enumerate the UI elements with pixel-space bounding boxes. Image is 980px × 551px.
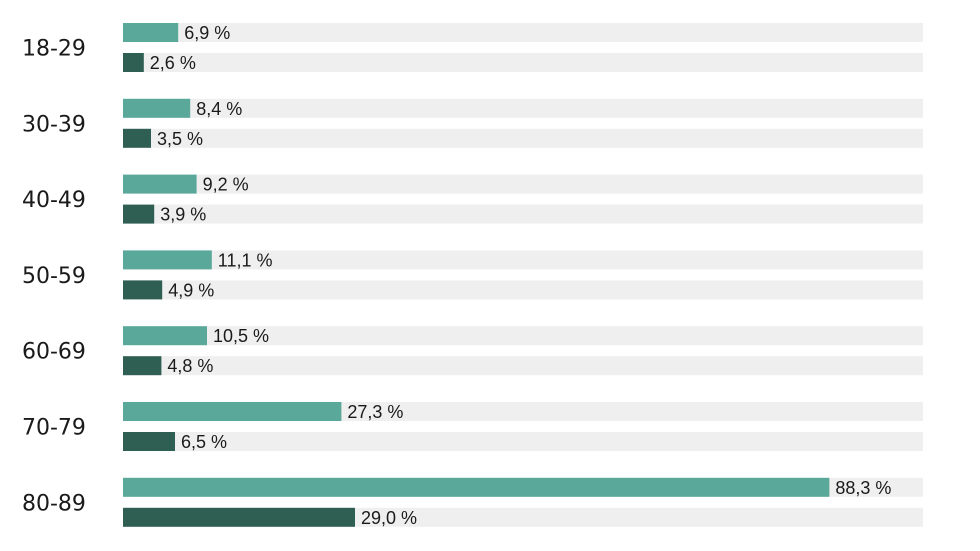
bar-track bbox=[123, 53, 923, 72]
value-label: 10,5 % bbox=[213, 326, 269, 346]
category-label: 80-89 bbox=[22, 491, 86, 516]
bar-track bbox=[123, 356, 923, 376]
bar-track bbox=[123, 250, 923, 270]
bar-track bbox=[123, 204, 923, 224]
value-label: 29,0 % bbox=[361, 508, 417, 528]
category-group: 80-89 88,3 % 29,0 % bbox=[22, 477, 923, 528]
category-label: 70-79 bbox=[22, 416, 86, 441]
bar bbox=[123, 280, 163, 300]
bar-track bbox=[123, 280, 923, 300]
category-group: 60-69 10,5 %4,8 % bbox=[22, 326, 923, 376]
bar-track bbox=[123, 326, 923, 346]
bar bbox=[123, 507, 355, 527]
category-label: 18-29 bbox=[22, 37, 86, 62]
bar bbox=[123, 432, 175, 451]
value-label: 8,4 % bbox=[196, 99, 242, 119]
bar bbox=[123, 23, 179, 42]
category-label: 60-69 bbox=[22, 340, 86, 365]
value-label: 27,3 % bbox=[347, 402, 403, 422]
bar bbox=[123, 174, 197, 194]
bar-track bbox=[123, 432, 923, 451]
category-group: 70-79 27,3 % 6,5 % bbox=[22, 402, 923, 452]
bar bbox=[123, 128, 151, 148]
category-label: 40-49 bbox=[22, 188, 86, 213]
bar-track bbox=[123, 23, 923, 42]
bar bbox=[123, 477, 830, 497]
value-label: 4,8 % bbox=[167, 356, 213, 376]
bar-track bbox=[123, 98, 923, 118]
value-label: 6,5 % bbox=[181, 432, 227, 452]
bar bbox=[123, 326, 207, 346]
value-label: 88,3 % bbox=[835, 478, 891, 498]
bar-track bbox=[123, 174, 923, 194]
value-label: 6,9 % bbox=[184, 23, 230, 43]
category-label: 30-39 bbox=[22, 112, 86, 137]
value-label: 11,1 % bbox=[218, 250, 273, 270]
bar bbox=[123, 53, 144, 72]
value-label: 3,9 % bbox=[160, 205, 206, 225]
bar bbox=[123, 204, 155, 224]
bar bbox=[123, 98, 191, 118]
category-group: 40-49 9,2 % 3,9 % bbox=[22, 174, 923, 225]
bar bbox=[123, 402, 342, 421]
category-group: 30-39 8,4 % 3,5 % bbox=[22, 98, 923, 149]
category-group: 50-59 11,1 %4,9 % bbox=[22, 250, 923, 300]
bar bbox=[123, 250, 212, 270]
value-label: 9,2 % bbox=[203, 175, 249, 195]
value-label: 2,6 % bbox=[150, 53, 196, 73]
value-label: 3,5 % bbox=[157, 129, 203, 149]
bar-track bbox=[123, 128, 923, 148]
bar bbox=[123, 356, 162, 376]
value-label: 4,9 % bbox=[168, 280, 214, 300]
category-group: 18-29 6,9 % 2,6 % bbox=[22, 23, 923, 73]
category-label: 50-59 bbox=[22, 264, 86, 289]
